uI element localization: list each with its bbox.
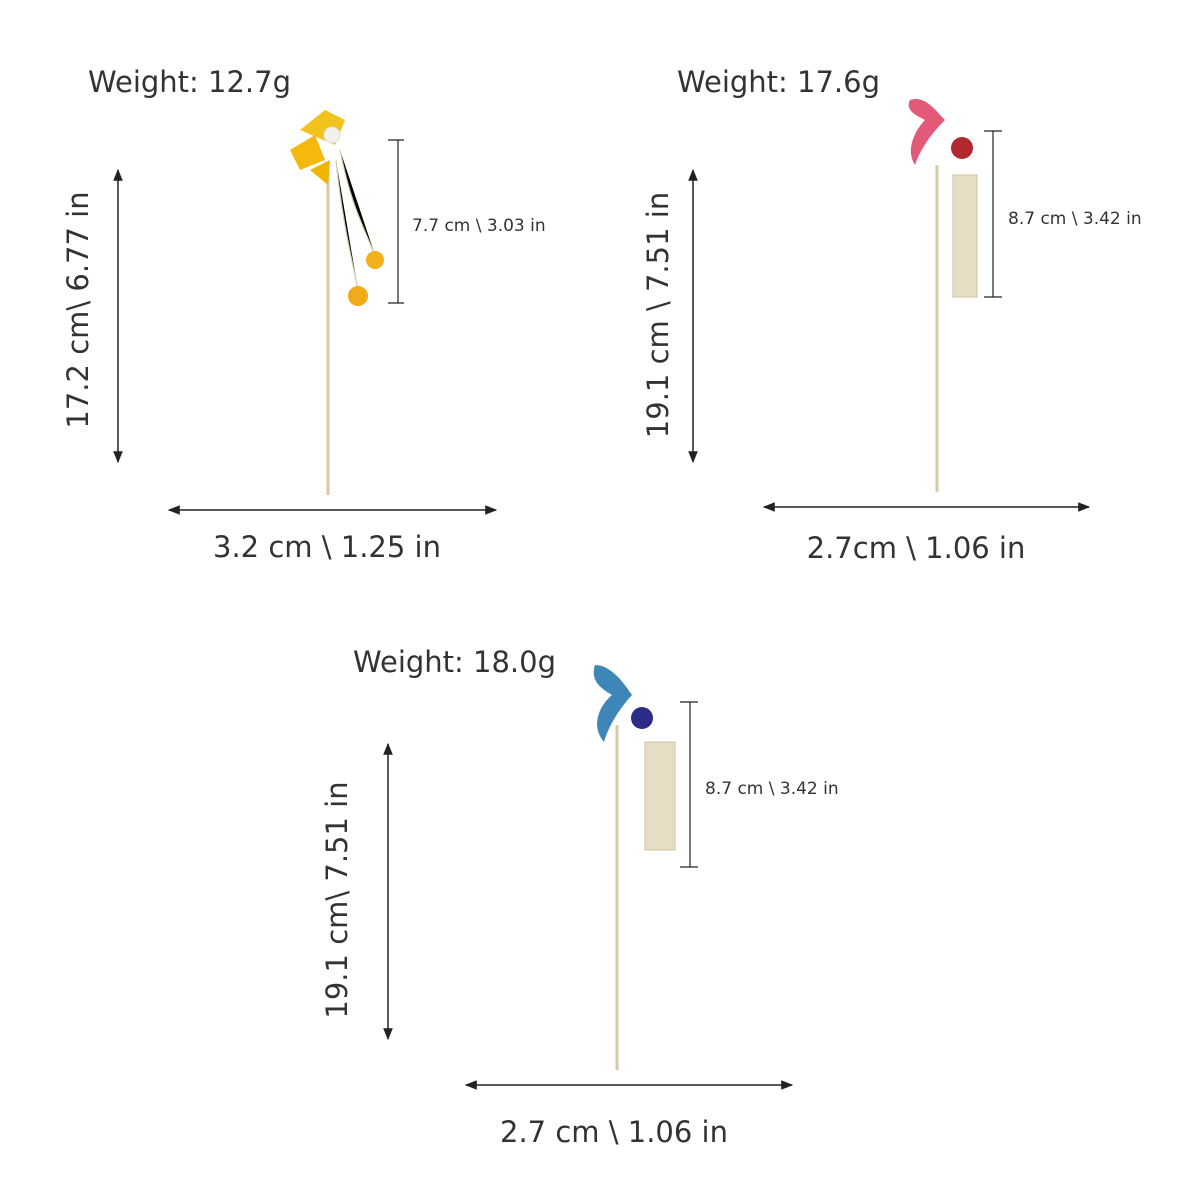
weight-label: Weight: 18.0g [353,645,556,679]
hairpin-image [290,110,384,495]
tassel-bracket [984,130,1002,298]
tassel-label: 8.7 cm \ 3.42 in [1008,209,1142,229]
tassel-label: 8.7 cm \ 3.42 in [705,779,839,799]
hairpin-image [593,665,676,1070]
height-label: 19.1 cm \ 7.51 in [641,192,675,438]
item-blue: Weight: 18.0g 19.1 cm\ 7.51 in 2.7 cm \ … [320,645,839,1149]
height-label: 17.2 cm\ 6.77 in [61,191,95,428]
hairpin-image [908,99,978,492]
height-label: 19.1 cm\ 7.51 in [320,781,354,1018]
width-label: 3.2 cm \ 1.25 in [213,530,441,564]
width-label: 2.7 cm \ 1.06 in [500,1115,728,1149]
tassel-label: 7.7 cm \ 3.03 in [412,216,546,236]
width-label: 2.7cm \ 1.06 in [807,531,1026,565]
weight-label: Weight: 12.7g [88,65,291,99]
weight-label: Weight: 17.6g [677,65,880,99]
item-pink: Weight: 17.6g 19.1 cm \ 7.51 in 2.7cm \ … [641,65,1142,565]
tassel-bracket [680,701,698,868]
item-ginkgo: Weight: 12.7g 17.2 cm\ 6.77 in 3.2 cm \ … [61,65,546,564]
tassel-bracket [388,139,404,304]
